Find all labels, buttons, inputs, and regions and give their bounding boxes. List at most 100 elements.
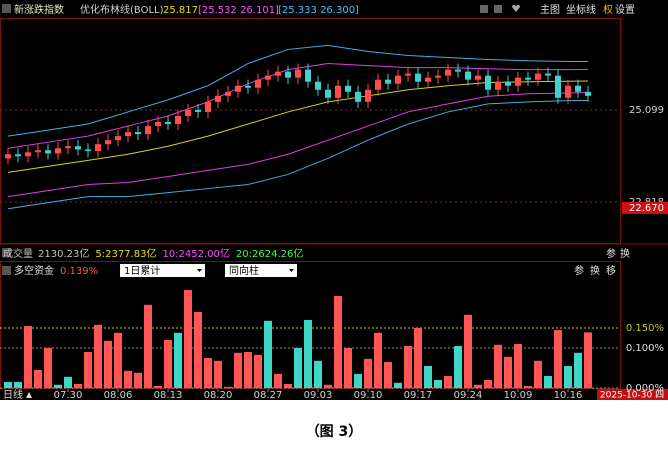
fund-frame [0, 261, 621, 389]
bar [214, 360, 222, 388]
date-box-text: 2025-10-30 四 [600, 391, 664, 401]
candle-body [505, 81, 511, 86]
x-tick-label: 10.09 [504, 390, 533, 401]
caption: （图 3） [306, 424, 363, 440]
panel-button[interactable]: 参 [574, 264, 584, 277]
volume-value: 2130.23亿 [38, 247, 89, 260]
bar [294, 348, 302, 388]
x-tick-label: 08.27 [254, 390, 283, 401]
bar [204, 358, 212, 388]
candle-body [5, 154, 11, 159]
y-tick-label: 0.000% [626, 383, 664, 394]
bar [144, 304, 152, 388]
candle-body [165, 122, 171, 125]
panel-button[interactable]: 换 [590, 264, 600, 277]
bar [164, 340, 172, 388]
bar [434, 380, 442, 388]
bar [384, 362, 392, 388]
bar [494, 344, 502, 388]
dropdown-arrow [289, 269, 294, 272]
bar [544, 376, 552, 388]
candle-body [345, 85, 351, 92]
help-icon[interactable] [2, 4, 11, 13]
price-marker [622, 201, 668, 214]
favorite[interactable] [512, 5, 520, 12]
bar [584, 332, 592, 388]
panel-button[interactable]: 参 [606, 247, 616, 260]
candle-body [365, 89, 371, 102]
candle-body [355, 91, 361, 102]
bar [564, 366, 572, 388]
toolbar-button[interactable]: 主图 [540, 4, 560, 16]
toolbar-button[interactable]: 坐标线 [566, 3, 596, 16]
candle-body [135, 132, 141, 135]
bar [224, 386, 232, 388]
bar [104, 340, 112, 388]
x-tick-label: 07.30 [54, 390, 83, 401]
bar [354, 374, 362, 388]
price-marker-label: 22.670 [629, 203, 664, 214]
candle-body [185, 109, 191, 116]
bar [344, 348, 352, 388]
band-line [7, 100, 589, 210]
candle-body [425, 77, 431, 82]
bar [84, 352, 92, 388]
toolbar-button[interactable]: 权 [603, 3, 613, 16]
bar [154, 386, 162, 388]
help-icon[interactable] [2, 248, 11, 257]
panel-button[interactable]: 换 [620, 247, 630, 260]
zoom-out[interactable] [494, 5, 502, 13]
candle-body [295, 69, 301, 78]
y-tick-label: 0.150% [626, 323, 664, 334]
candle-body [45, 150, 51, 154]
bar [424, 366, 432, 388]
zoom-in[interactable] [480, 5, 488, 13]
candle-body [35, 150, 41, 153]
select-mode[interactable] [225, 264, 297, 277]
bar [64, 376, 72, 388]
help-icon[interactable] [2, 266, 11, 275]
candle-body [215, 95, 221, 102]
period: 日线 [3, 388, 23, 401]
indicator-name: 优化布林线(BOLL) [80, 3, 164, 16]
x-tick-label: 09.03 [304, 390, 333, 401]
candle-body [85, 149, 91, 152]
candle-body [555, 75, 561, 98]
x-tick-label: 08.13 [154, 390, 183, 401]
bar [414, 328, 422, 388]
candle-body [485, 75, 491, 90]
candle-body [175, 115, 181, 125]
boll-band2: [25.333 26.300] [278, 5, 359, 16]
toolbar-button[interactable]: 设置 [615, 4, 635, 16]
candle-body [155, 122, 161, 127]
candle-body [395, 75, 401, 84]
bar [464, 314, 472, 388]
candle-body [245, 85, 251, 88]
bar [254, 354, 262, 388]
boll-band1: [25.532 26.101] [198, 5, 279, 16]
bar [534, 360, 542, 388]
panel-button[interactable]: 移 [606, 264, 616, 277]
candle-body [285, 71, 291, 78]
bar [504, 356, 512, 388]
period-arrow [26, 392, 32, 398]
bar [114, 332, 122, 388]
band-line [7, 92, 589, 198]
bar [484, 380, 492, 388]
y-tick-label: 25.099 [629, 105, 664, 116]
bar [54, 384, 62, 388]
bar [274, 374, 282, 388]
select-period[interactable] [120, 264, 205, 277]
candle-body [55, 148, 61, 154]
boll-mid: 25.817 [163, 5, 198, 16]
bar [314, 360, 322, 388]
volume-value: 5:2377.83亿 [95, 247, 156, 260]
x-tick-label: 08.06 [104, 390, 133, 401]
candle-body [515, 77, 521, 86]
candle-body [315, 81, 321, 90]
select-period-text: 1日累计 [124, 264, 160, 277]
candle-body [575, 85, 581, 92]
candle-body [15, 154, 21, 157]
candle-body [195, 109, 201, 112]
